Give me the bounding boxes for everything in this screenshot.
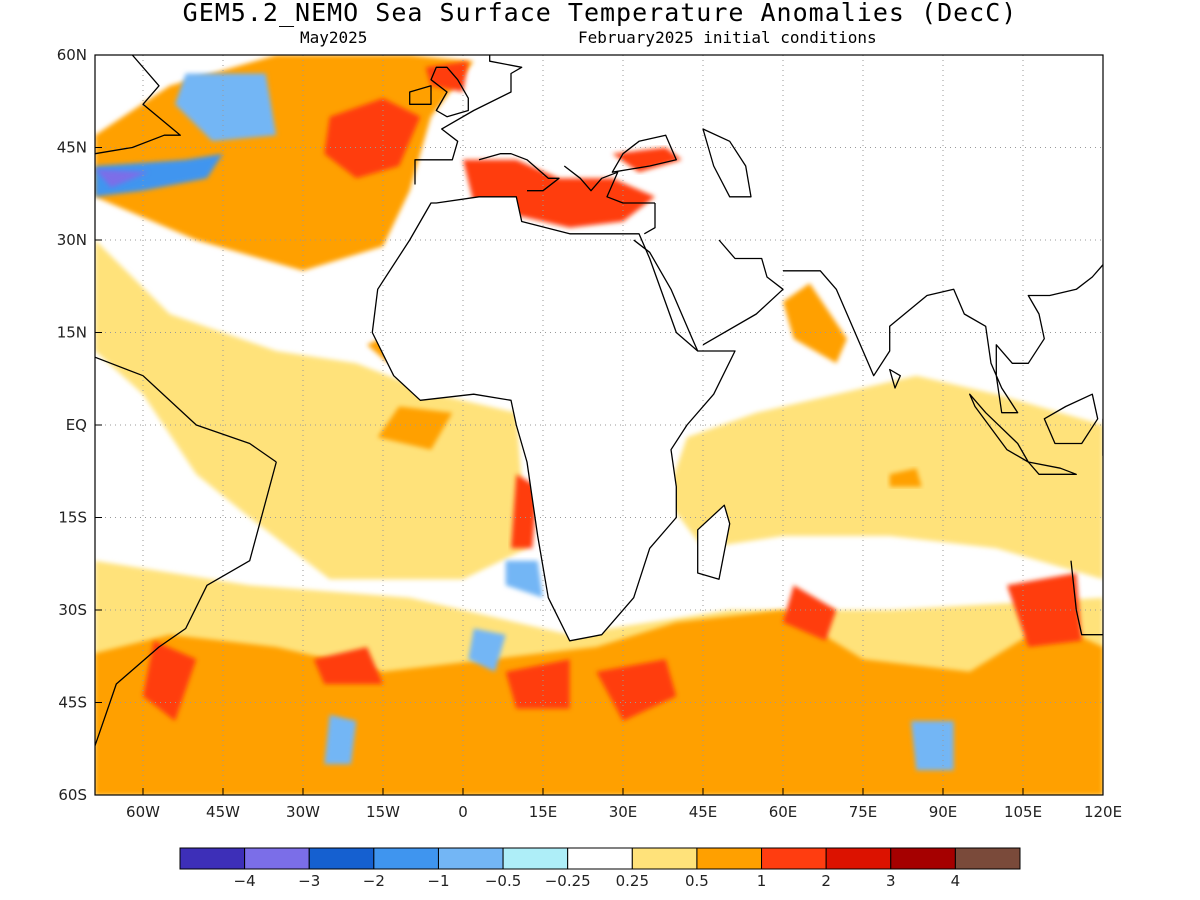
colorbar-label-7: 0.5 [685,872,709,890]
anomaly-region-17 [143,640,197,721]
colorbar-swatch-11 [890,847,956,870]
anomaly-region-1 [95,240,527,580]
land-mask [372,196,735,641]
lon-tick-label-8: 60E [769,803,798,821]
axis-ticks: 60N 45N 30N 15N EQ 15S 30S 45S 60S 60W 45W 30W 15W 0 1… [57,46,1122,821]
colorbar-swatch-0 [179,847,246,870]
colorbar-swatch-5 [502,847,569,870]
lon-tick-label-5: 15E [529,803,558,821]
colorbar-label-3: −1 [427,872,449,890]
colorbar-label-4: −0.5 [485,872,521,890]
anomaly-region-7 [95,169,149,188]
colorbar-swatch-10 [825,847,892,870]
colorbar-label-11: 4 [951,872,961,890]
coastline-1 [697,504,731,580]
anomaly-region-25 [911,721,954,771]
lon-tick-label-0: 60W [126,803,160,821]
coastline-17 [1027,461,1077,475]
colorbar-swatch-1 [244,847,310,870]
lat-tick-label-8: 60S [58,786,87,804]
colorbar-label-6: 0.25 [616,872,649,890]
lon-tick-label-12: 120E [1084,803,1122,821]
coastlines [95,55,1103,746]
anomaly-region-27 [505,560,543,598]
anomaly-region-6 [95,153,223,197]
lat-tick-label-5: 15S [58,509,87,527]
anomaly-field [95,55,1103,795]
anomaly-region-2 [377,406,453,450]
lon-tick-label-9: 75E [849,803,878,821]
lat-tick-label-3: 15N [57,324,87,342]
lon-tick-label-10: 90E [929,803,958,821]
colorbar-label-0: −4 [234,872,256,890]
coastline-7 [430,66,469,118]
colorbar-swatch-2 [308,847,375,870]
coastline-14 [702,239,784,346]
anomaly-region-24 [468,628,506,672]
colorbar-swatch-7 [631,847,698,870]
initial-conditions: February2025 initial conditions [578,28,877,47]
colorbar-swatch-6 [567,847,633,870]
anomaly-region-19 [505,659,570,709]
lat-tick-label-2: 30N [57,231,87,249]
lon-tick-label-4: 0 [458,803,468,821]
lat-tick-label-4: EQ [66,416,87,434]
colorbar-label-1: −3 [298,872,320,890]
lon-tick-label-7: 45E [689,803,718,821]
colorbar-label-10: 3 [886,872,896,890]
coastline-20 [1070,560,1103,636]
colorbar-label-9: 2 [821,872,831,890]
coastline-6 [478,153,560,192]
lat-tick-label-6: 30S [58,601,87,619]
lat-tick-label-7: 45S [58,694,87,712]
colorbar-label-5: −0.25 [545,872,591,890]
coastline-9 [563,165,655,204]
colorbar-swatch-4 [437,847,504,870]
colorbar-swatch-12 [954,847,1021,870]
lon-tick-label-3: 15W [366,803,400,821]
colorbar-swatch-8 [696,847,763,870]
coastline-21 [889,368,901,389]
coastline-15 [783,264,1103,414]
coastline-13 [702,128,752,198]
anomaly-region-12 [665,375,1103,580]
coastline-11 [643,203,656,235]
coastline-8 [409,85,432,105]
anomaly-region-22 [1007,573,1082,647]
anomaly-region-9 [175,73,277,142]
colorbar-swatch-3 [373,847,439,870]
colorbar-swatch-9 [761,847,827,870]
madagascar-land [697,505,730,580]
anomaly-region-13 [783,283,847,364]
anomaly-region-4 [324,98,421,179]
anomaly-region-11 [612,147,682,173]
coastline-3 [95,461,277,746]
color-legend: −4 −3 −2 −1 −0.5 −0.25 0.25 0.5 1 2 3 4 [179,847,1021,890]
lat-tick-label-1: 45N [57,139,87,157]
coastline-2 [95,356,277,463]
lat-tick-label-0: 60N [57,46,87,64]
coastline-0 [371,196,736,642]
africa-land [372,196,735,641]
coastline-5 [414,55,523,185]
anomaly-region-14 [889,468,922,487]
forecast-month: May2025 [300,28,368,47]
anomaly-region-26 [324,714,357,765]
anomaly-region-18 [313,647,383,684]
coastline-12 [633,239,699,352]
graticule [95,55,1103,795]
map-title: GEM5.2_NEMO Sea Surface Temperature Anom… [182,0,1018,27]
coastline-4 [95,55,181,155]
lon-tick-label-6: 30E [609,803,638,821]
coastline-10 [611,134,677,173]
lon-tick-label-2: 30W [286,803,320,821]
anomaly-region-21 [783,585,837,641]
coastline-18 [1043,393,1099,445]
lon-tick-label-11: 105E [1004,803,1042,821]
colorbar-label-8: 1 [757,872,767,890]
colorbar-label-2: −2 [363,872,385,890]
lon-tick-label-1: 45W [206,803,240,821]
anomaly-region-20 [596,659,677,721]
